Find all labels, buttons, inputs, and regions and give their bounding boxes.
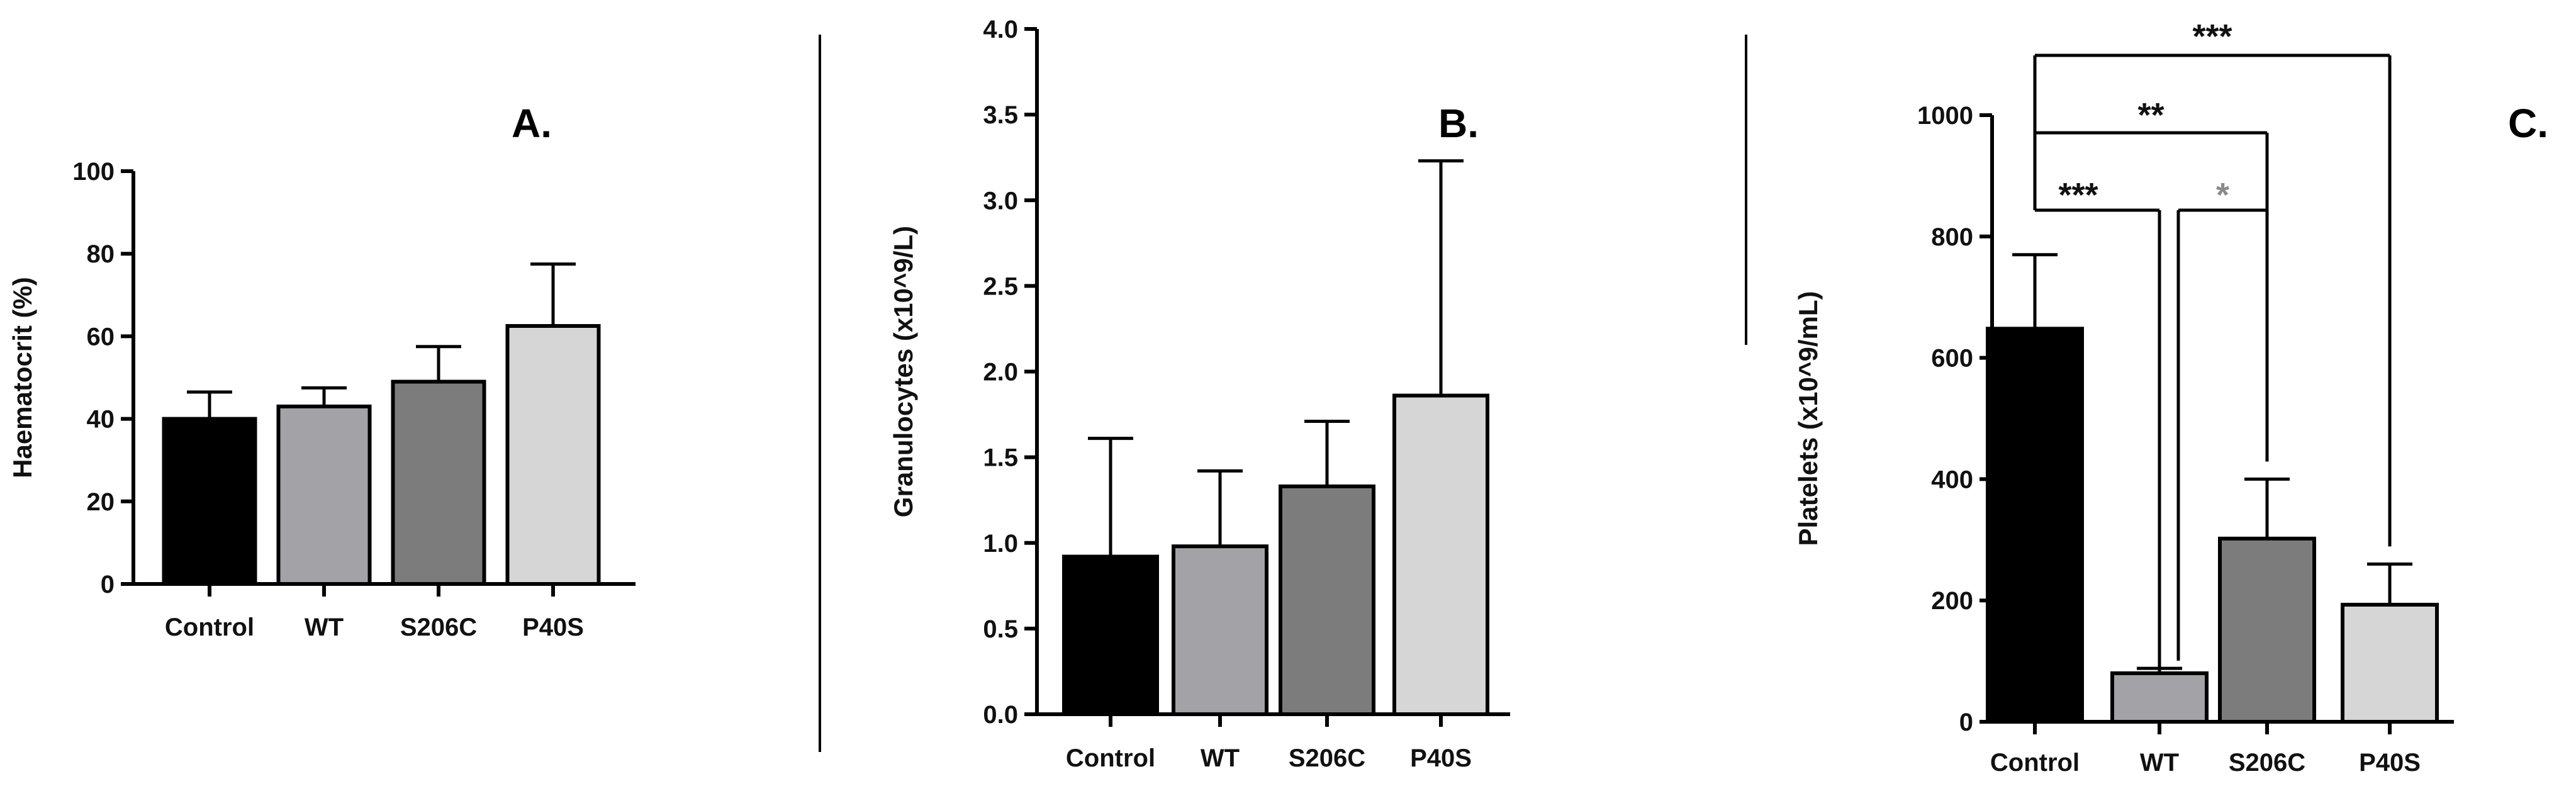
panel-a-y-tick-label: 20 [87, 488, 115, 516]
panel-c-bar-wt [2110, 671, 2209, 724]
panel-b-y-tick-label: 4.0 [983, 16, 1018, 43]
panel-a-y-tick-label: 80 [87, 240, 115, 268]
panel-b-y-tick-label: 3.0 [983, 187, 1018, 215]
panel-c-category-label-s206c: S206C [2229, 749, 2305, 777]
panel-c-sig-label-1: *** [2192, 18, 2232, 55]
panel-c-sig-label-3: *** [2058, 176, 2098, 214]
panel-c-bar-p40s [2341, 602, 2439, 724]
panel-b-panel-label: B. [1438, 101, 1479, 146]
panel-b-y-tick-label: 1.5 [983, 444, 1018, 472]
panel-b-category-label-s206c: S206C [1289, 744, 1365, 772]
panel-a-panel-label: A. [512, 101, 552, 146]
panel-a-bar-control [162, 417, 257, 586]
panel-c-platelets-chart: 0 200 400 600 800 1000 Control WT S206C P40S Plate… [1793, 18, 2548, 777]
panel-c-sig-label-4: * [2216, 176, 2229, 214]
panel-b-y-tick-label: 0.0 [983, 701, 1018, 729]
panel-b-y-tick-label: 2.5 [983, 272, 1018, 300]
panel-c-bar-control [1986, 327, 2084, 724]
panel-c-y-tick-label: 400 [1931, 466, 1973, 493]
panel-b-category-label-p40s: P40S [1410, 744, 1472, 772]
panel-c-y-tick-label: 1000 [1917, 102, 1973, 130]
panel-b-granulocytes-chart: 0.0 0.5 1.0 1.5 2.0 2.5 3.0 3.5 4.0 Control WT S206… [888, 16, 1510, 772]
panel-b-bar-s206c [1279, 484, 1375, 716]
panel-b-y-tick-label: 3.5 [983, 101, 1018, 129]
panel-c-y-tick-label: 200 [1931, 587, 1973, 615]
panel-c-y-tick-label: 800 [1931, 223, 1973, 251]
panel-a-bar-p40s [505, 324, 601, 586]
panel-c-category-label-p40s: P40S [2359, 749, 2421, 777]
panel-a-haematocrit-chart: 0 20 40 60 80 100 Control WT S206C P40S Haematocri… [8, 101, 636, 641]
panel-a-y-axis-title: Haematocrit (%) [8, 277, 37, 478]
panel-a-bar-s206c [391, 379, 486, 586]
panel-a-y-tick-label: 0 [101, 571, 115, 598]
panel-a-category-label-control: Control [165, 614, 254, 641]
panel-a-y-tick-label: 100 [72, 158, 115, 186]
panel-a-category-label-p40s: P40S [522, 614, 584, 641]
panel-c-y-tick-label: 600 [1931, 345, 1973, 373]
panel-b-bar-control [1062, 554, 1159, 717]
panel-c-panel-label: C. [2508, 101, 2548, 146]
panel-b-y-axis-title: Granulocytes (x10^9/L) [888, 226, 918, 517]
panel-b-y-tick-label: 0.5 [983, 615, 1018, 643]
panel-b-y-tick-label: 2.0 [983, 359, 1018, 386]
panel-c-y-axis-title: Platelets (x10^9/mL) [1793, 291, 1823, 546]
panel-c-sig-label-2: ** [2137, 96, 2164, 134]
panel-b-bar-p40s [1392, 393, 1489, 716]
panel-b-category-label-wt: WT [1201, 744, 1240, 772]
panel-a-category-label-s206c: S206C [400, 614, 477, 641]
panel-c-category-label-control: Control [1990, 749, 2080, 777]
panel-c-y-tick-label: 0 [1959, 709, 1973, 736]
panel-b-y-tick-label: 1.0 [983, 530, 1018, 558]
panel-a-bar-wt [276, 404, 372, 586]
panel-c-bar-s206c [2218, 536, 2316, 724]
panel-a-y-tick-label: 60 [87, 323, 115, 351]
panel-b-bar-wt [1172, 544, 1268, 716]
panel-a-category-label-wt: WT [305, 614, 344, 641]
panel-c-category-label-wt: WT [2140, 749, 2179, 777]
panel-b-category-label-control: Control [1066, 744, 1155, 772]
panel-a-y-tick-label: 40 [87, 406, 115, 434]
